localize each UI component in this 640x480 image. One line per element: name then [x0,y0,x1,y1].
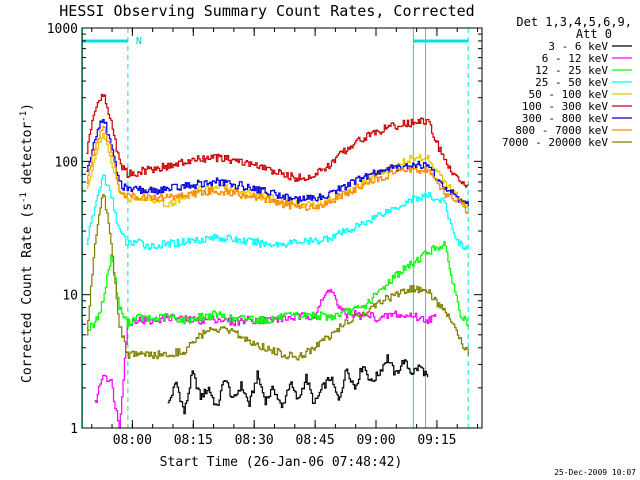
series-line-0 [167,354,429,415]
chart-title: HESSI Observing Summary Count Rates, Cor… [59,2,474,20]
x-tick-label-5: 09:15 [417,433,456,448]
x-tick-label-3: 08:45 [296,433,335,448]
series-line-5 [86,93,469,188]
x-tick-label-4: 09:00 [356,433,395,448]
y-axis-label: Corrected Count Rate (s-1 detector-1) [19,103,35,383]
series-line-6 [86,118,469,207]
y-tick-label-1: 10 [62,289,78,304]
y-tick-label-3: 1000 [47,22,78,37]
series-line-3 [86,174,469,251]
x-tick-label-0: 08:00 [113,433,152,448]
legend-label-7: 800 - 7000 keV [515,124,608,137]
series-line-7 [86,126,469,214]
legend-header-line-2: Att 0 [576,27,612,41]
legend-label-4: 50 - 100 keV [529,88,609,101]
x-tick-label-1: 08:15 [174,433,213,448]
legend-label-8: 7000 - 20000 keV [502,136,608,149]
legend-label-1: 6 - 12 keV [542,52,609,65]
x-tick-label-2: 08:30 [235,433,274,448]
plot-frame [81,27,483,429]
legend-label-2: 12 - 25 keV [535,64,608,77]
series-line-8 [86,194,469,361]
x-axis-label: Start Time (26-Jan-06 07:48:42) [160,455,403,470]
axes: 1 10 100 1000 08:00 08:15 08:30 08:45 09:00 09:15 [47,22,483,448]
series-line-2 [86,241,469,331]
y-tick-label-0: 1 [70,422,78,437]
series-line-1 [94,289,437,429]
plot-area: N [81,28,469,429]
legend-label-6: 300 - 800 keV [522,112,608,125]
y-tick-label-2: 100 [55,155,78,170]
legend-label-0: 3 - 6 keV [548,40,608,53]
legend-header-line-1: Det 1,3,4,5,6,9, [516,15,632,29]
legend-label-3: 25 - 50 keV [535,76,608,89]
timestamp-footnote: 25-Dec-2009 10:07 [554,468,636,477]
legend-label-5: 100 - 300 keV [522,100,608,113]
marker-bar-label-0: N [136,36,142,47]
